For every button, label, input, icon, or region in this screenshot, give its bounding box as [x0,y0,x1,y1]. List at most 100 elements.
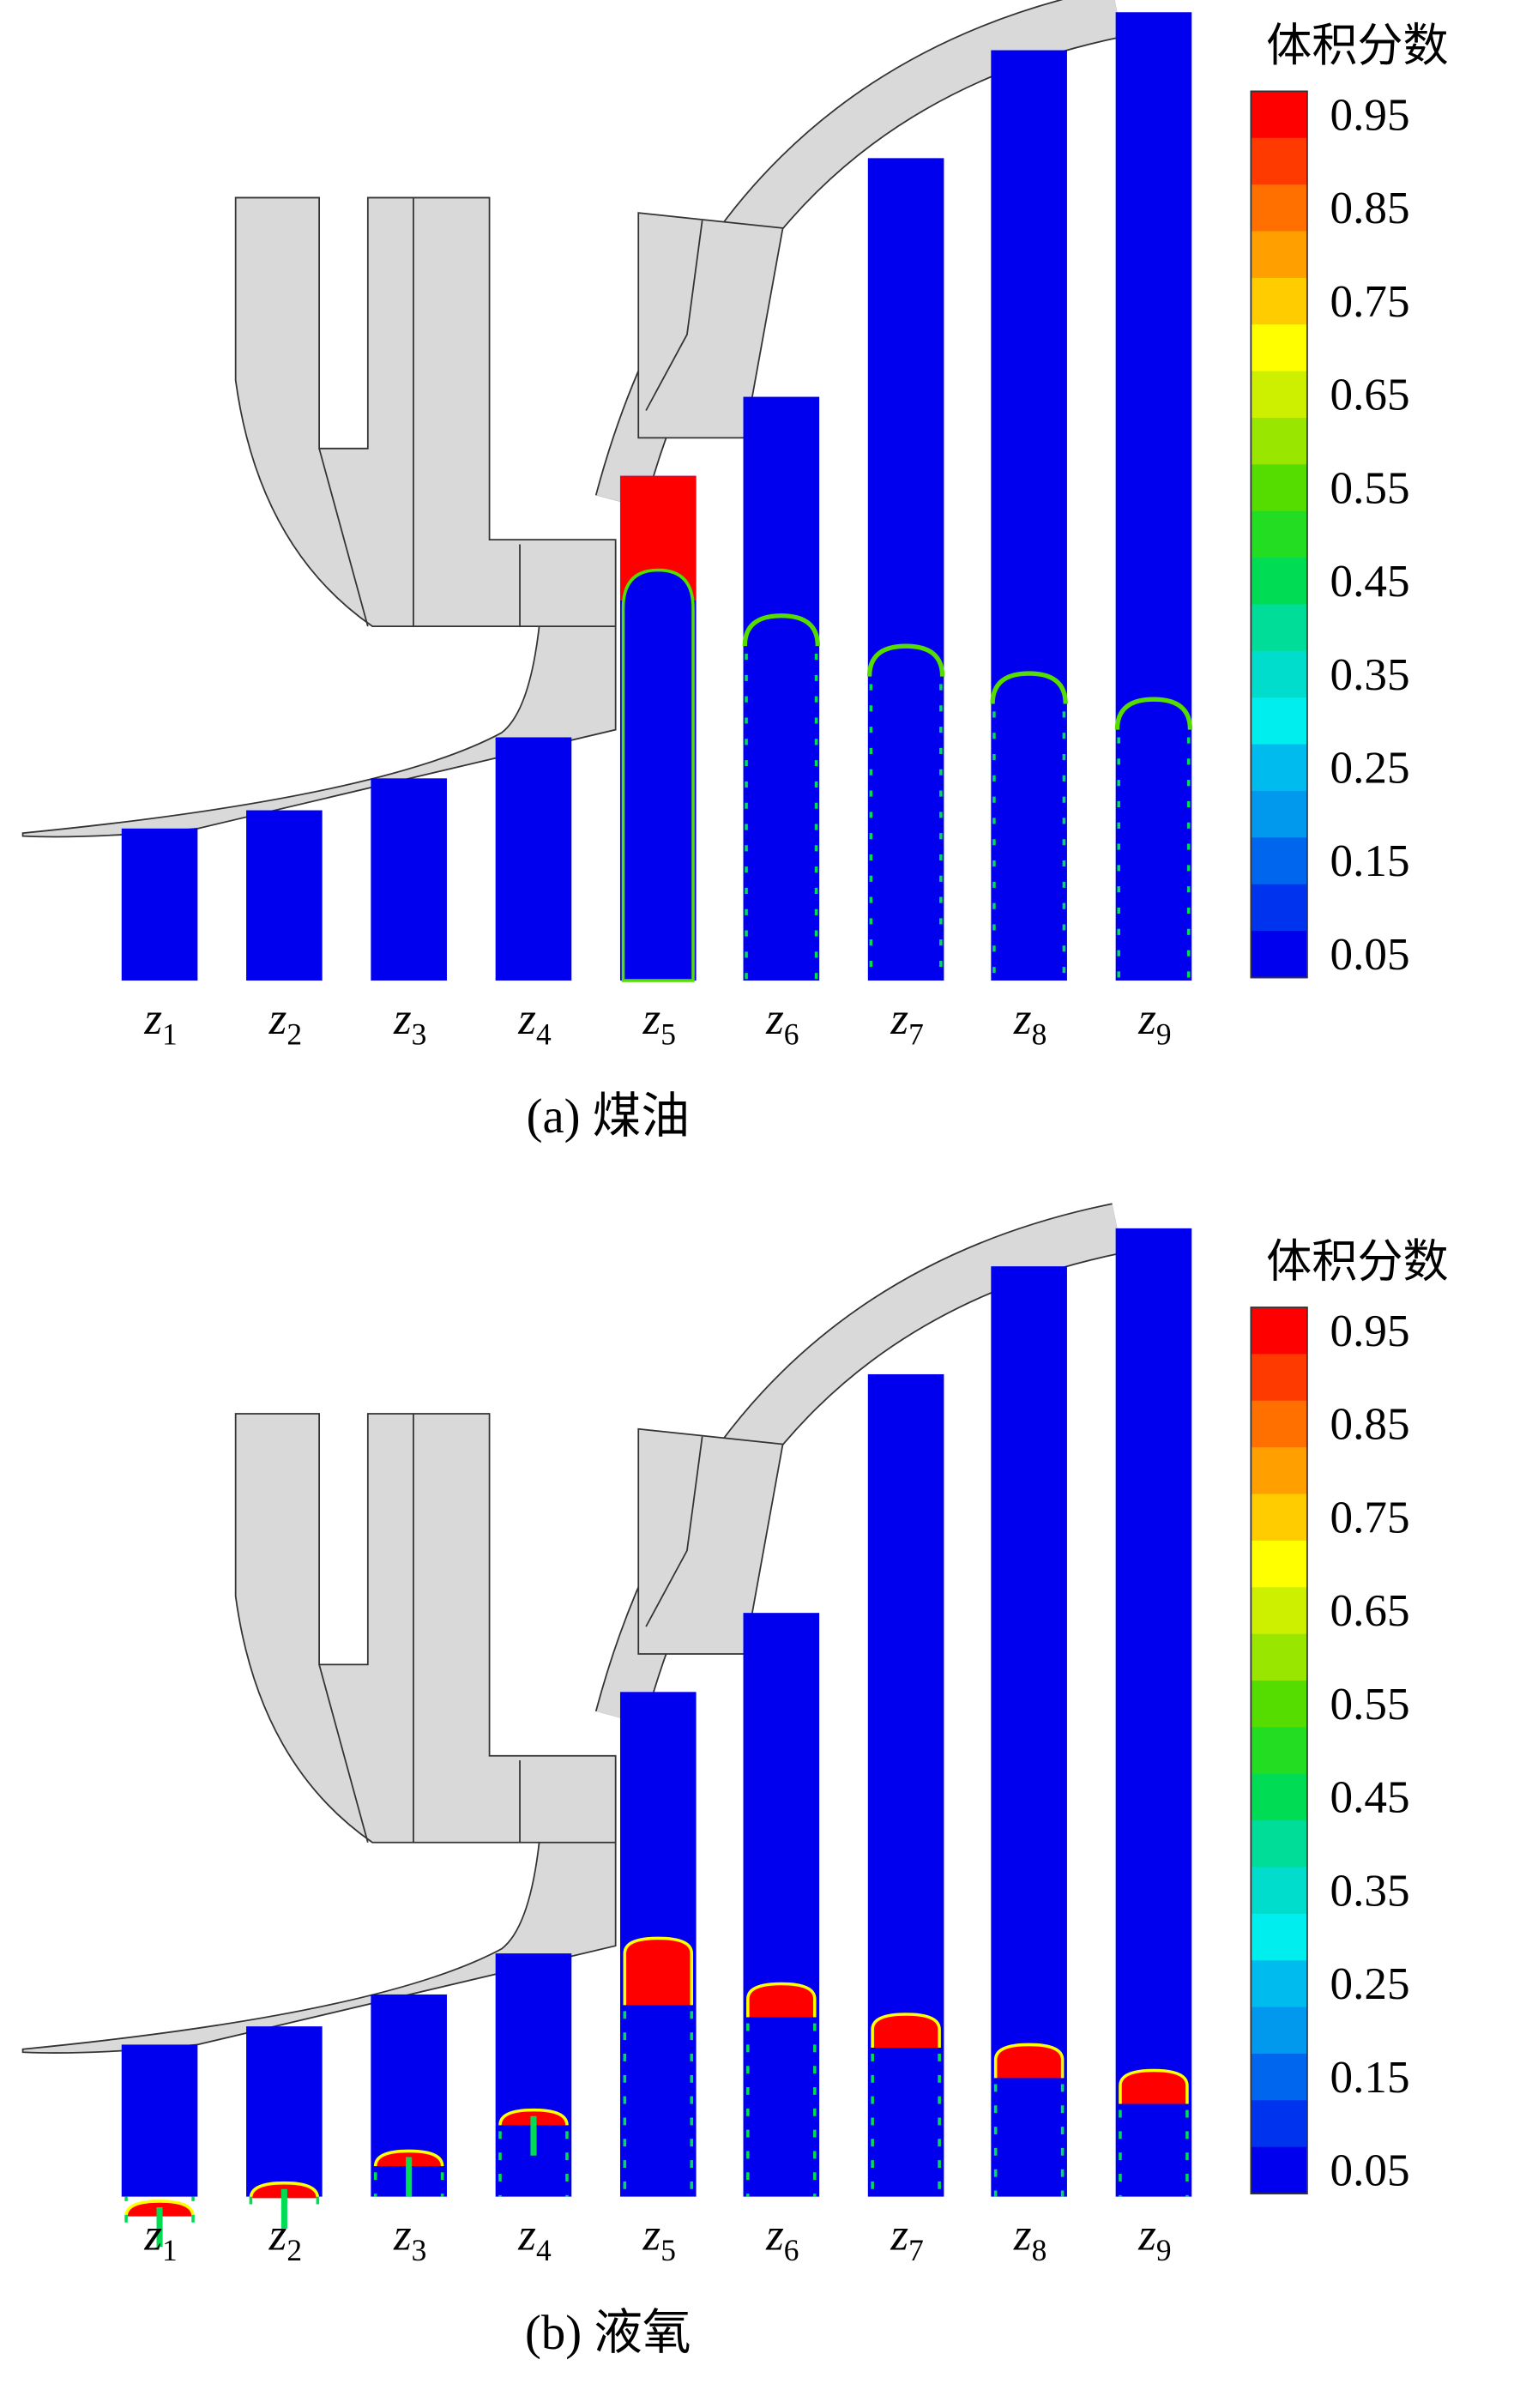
liquid-cap [746,1982,817,2018]
edge-streak [992,711,1066,981]
colorbar-band [1251,1820,1307,1868]
slice-field [121,2044,198,2197]
slice-label: z8 [1013,994,1047,1051]
colorbar-band [1251,1540,1307,1589]
edge-streak [124,2196,195,2223]
slice-field [743,1613,820,2197]
slice-sub: 3 [412,1017,427,1051]
slice-var: z [642,2211,661,2260]
slice-label: z1 [143,994,177,1051]
geometry [23,12,1118,836]
slice-var: z [517,994,536,1044]
slice-label: z9 [1137,994,1171,1051]
colorbar-frame [1250,1307,1308,2194]
slice-field [991,50,1067,981]
slice-var: z [765,994,784,1044]
colorbar-tick-label: 0.45 [1330,1773,1410,1823]
colorbar-band [1251,604,1307,652]
caption: (a) 煤油 [527,1089,690,1144]
interface [742,613,820,647]
slice-var: z [517,2211,536,2260]
colorbar-band [1251,231,1307,279]
edge-streak [249,2196,320,2205]
slice-var: z [393,994,412,1044]
colorbar-band [1251,2100,1307,2148]
slice-label: z3 [393,994,426,1051]
slice-var: z [890,994,908,1044]
colorbar-tick-label: 0.35 [1330,1866,1410,1916]
colorbar-band [1251,2007,1307,2055]
panel: z1 z2 z3 z4 z5 z6 z7 z8 z9体积分数0.950.850.750.650.… [23,12,1449,1144]
slice-sub: 9 [1156,2233,1172,2267]
colorbar-band [1251,1913,1307,1962]
edge-streak [1119,2109,1189,2197]
slice-sub: 4 [536,1017,552,1051]
colorbar-band [1251,277,1307,326]
liquid-cap [993,2043,1065,2079]
slice-label: z5 [642,2211,676,2267]
colorbar-tick-label: 0.05 [1330,930,1410,980]
colorbar-band [1251,744,1307,792]
liquid-cap [871,2013,941,2048]
colorbar-band [1251,91,1307,139]
slice-var: z [268,2211,287,2260]
colorbar-tick-label: 0.55 [1330,1680,1410,1729]
slice-sub: 1 [162,1017,178,1051]
colorbar-band [1251,1447,1307,1495]
colorbar-band [1251,510,1307,559]
colorbar-band [1251,137,1307,186]
colorbar-tick-label: 0.25 [1330,1959,1410,2009]
edge-streak [746,2023,817,2197]
liquid-cap [1119,2068,1189,2104]
slice-var: z [143,994,162,1044]
edge-streak [871,2054,941,2197]
slice-label: z2 [268,994,302,1051]
edge-streak [373,2172,444,2197]
slice-var: z [1137,994,1156,1044]
colorbar-band [1251,650,1307,699]
slice-sub: 3 [412,2233,427,2267]
colorbar-band [1251,1494,1307,1542]
slice-sub: 2 [287,2233,302,2267]
slice-sub: 4 [536,2233,552,2267]
colorbar-band [1251,837,1307,885]
colorbar-band [1251,1633,1307,1681]
slice-field [371,778,447,981]
slice-label: z4 [517,994,552,1051]
slice-sub: 8 [1032,1017,1047,1051]
colorbar-band [1251,464,1307,512]
colorbar-tick-label: 0.75 [1330,277,1410,327]
colorbar-tick-label: 0.65 [1330,1586,1410,1636]
slice-field [495,1953,572,2197]
slice-field [495,737,572,981]
interface [990,671,1068,704]
colorbar-band [1251,418,1307,466]
slice-field [867,1373,944,2197]
colorbar-tick-label: 0.65 [1330,371,1410,420]
slice-label: z7 [890,994,923,1051]
colorbar-band [1251,884,1307,932]
slice-field [121,828,198,981]
interface [1114,697,1193,730]
slice-sub: 9 [1156,1017,1172,1051]
colorbar-title: 体积分数 [1266,1235,1449,1288]
colorbar-tick-label: 0.95 [1330,90,1410,140]
colorbar-band [1251,1773,1307,1821]
colorbar-band [1251,931,1307,979]
slice-var: z [765,2211,784,2260]
slice-field [867,158,944,981]
slice-sub: 6 [784,2233,799,2267]
colorbar-band [1251,2053,1307,2102]
slice-var: z [1137,2211,1156,2260]
slice-field [246,2026,323,2197]
slice-label: z9 [1137,2211,1171,2267]
colorbar-tick-label: 0.95 [1330,1307,1410,1356]
slice-label: z2 [268,2211,302,2267]
liquid-cap [623,1936,694,2006]
slice-field [991,1266,1067,2197]
colorbar-band [1251,697,1307,745]
slice-label: z6 [765,2211,799,2267]
colorbar-band [1251,1354,1307,1402]
interface [621,568,695,982]
